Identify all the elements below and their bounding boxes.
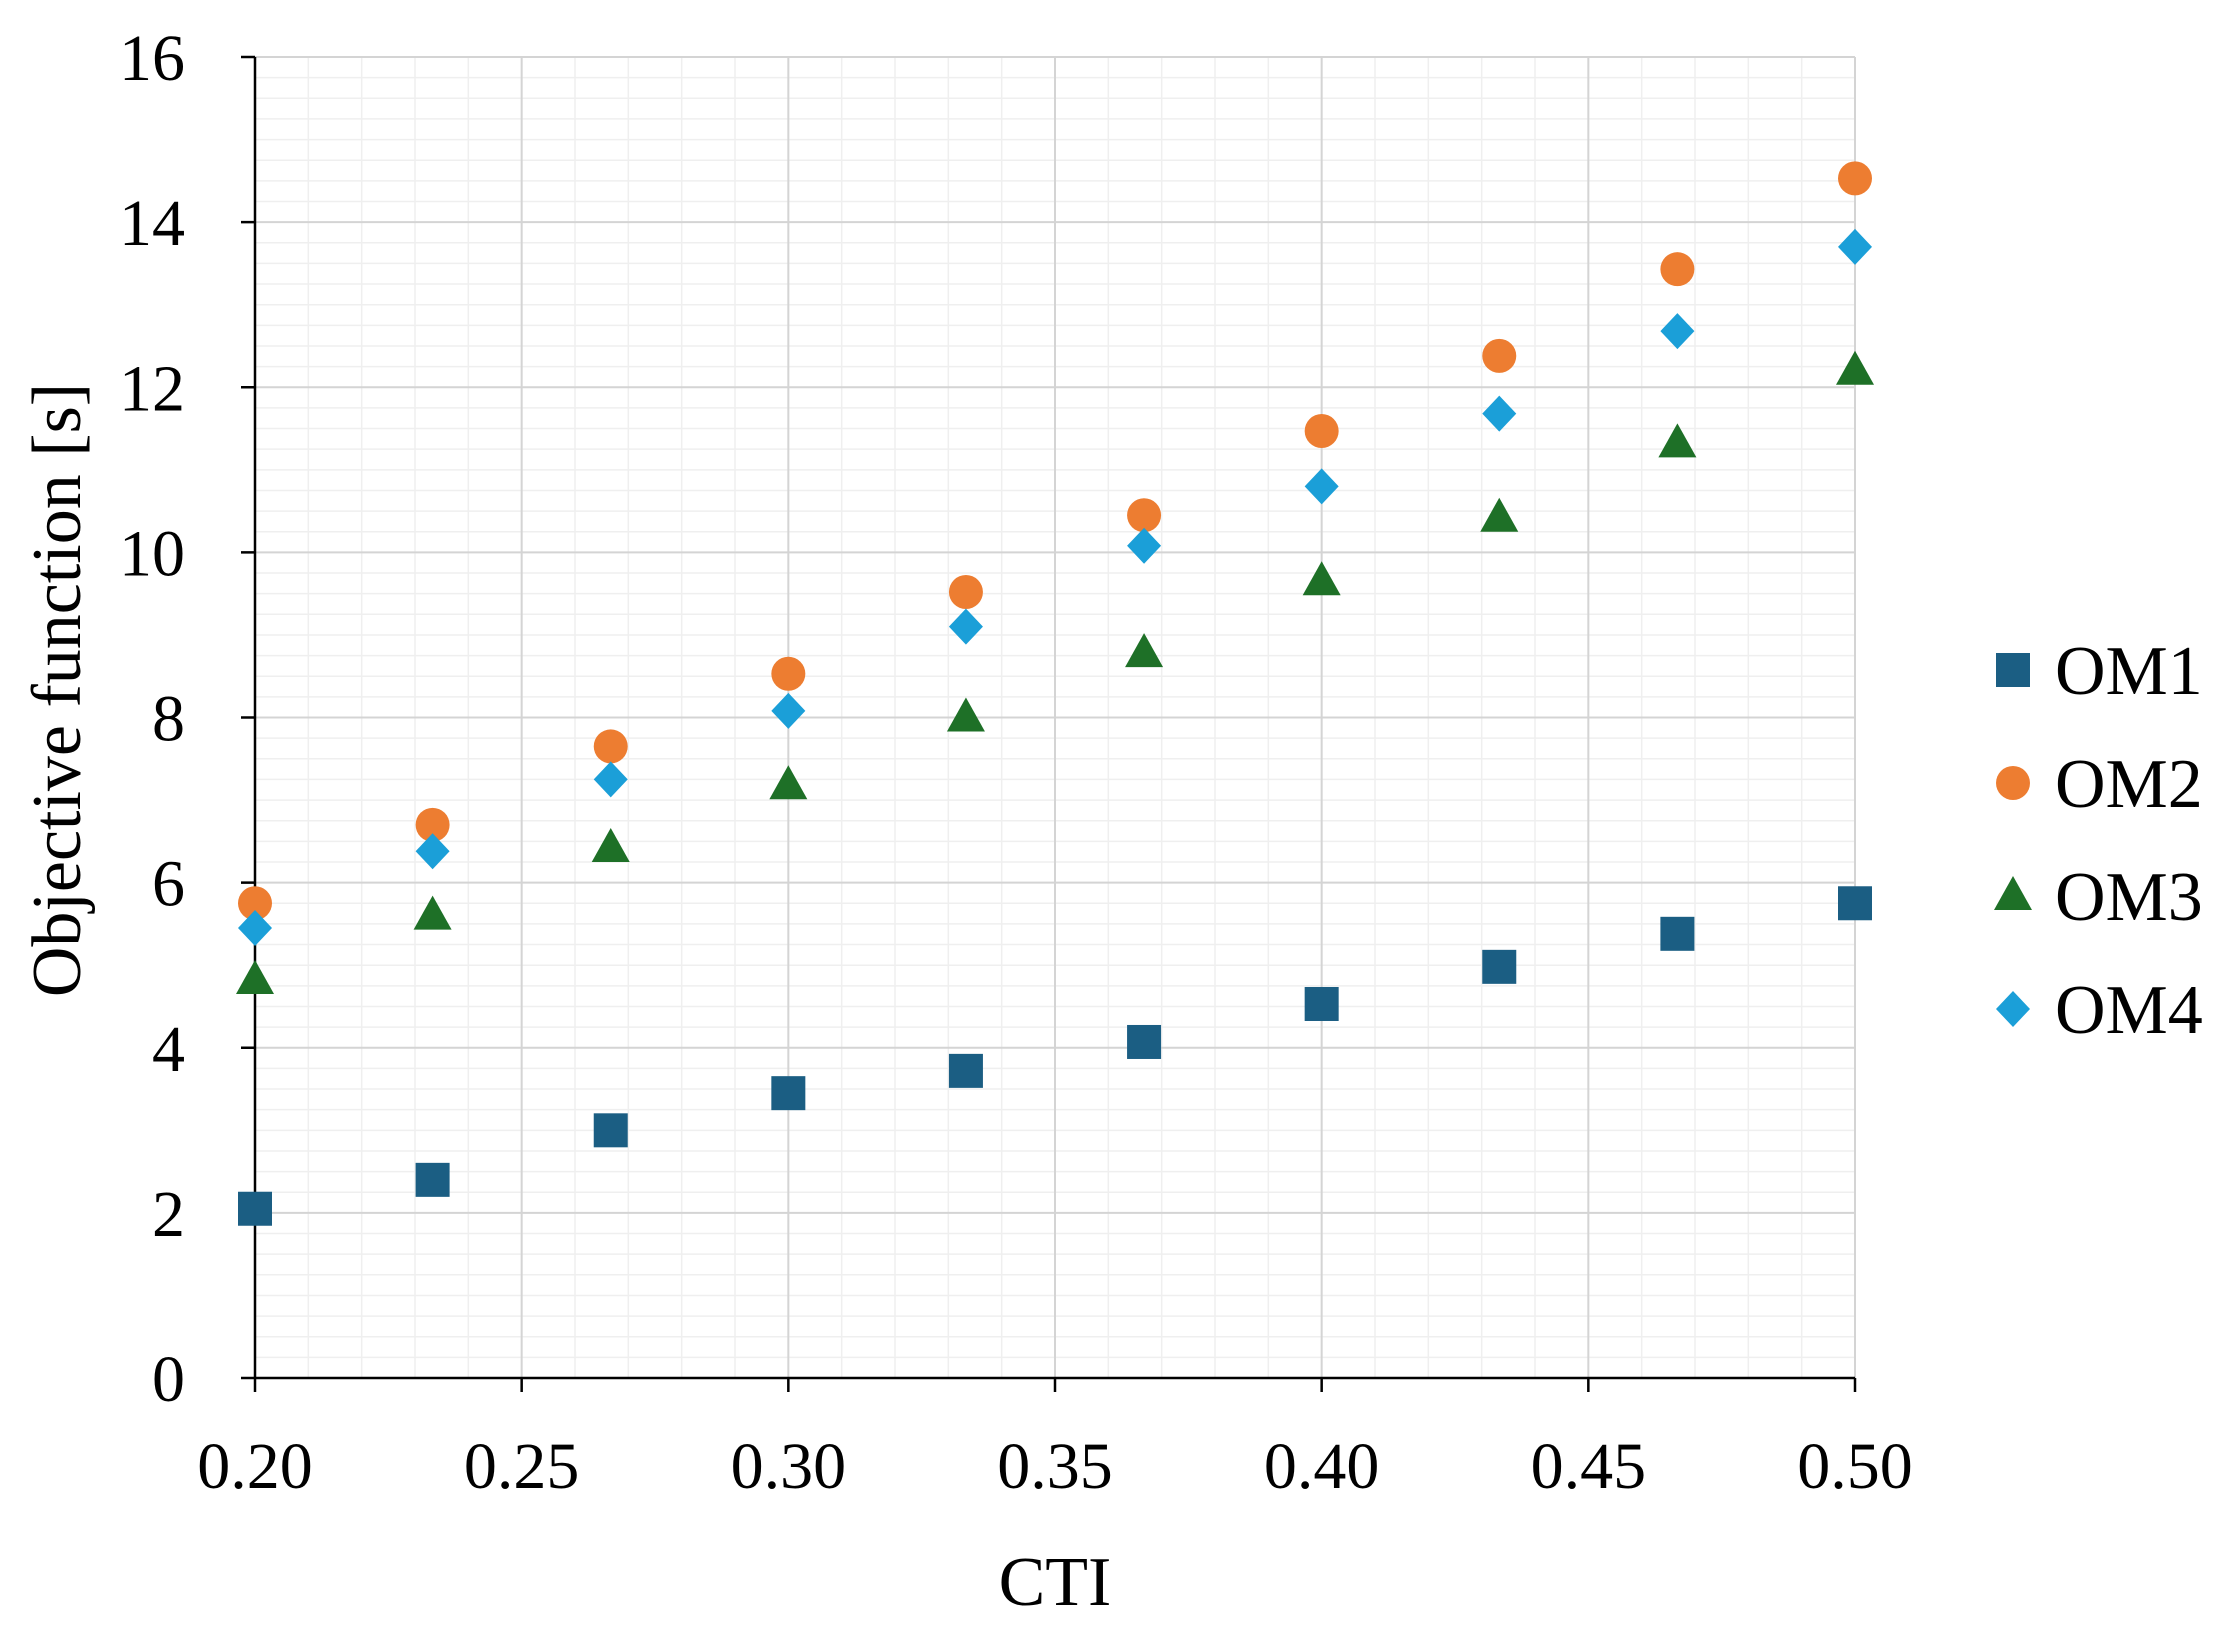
y-tick-label: 16 bbox=[119, 22, 185, 95]
legend-item-om3: OM3 bbox=[1994, 859, 2203, 936]
legend-marker-om2 bbox=[1996, 766, 2030, 800]
y-tick-label: 6 bbox=[152, 848, 185, 921]
y-tick-label: 12 bbox=[119, 352, 185, 425]
series-om2 bbox=[238, 161, 1872, 921]
data-point-om2 bbox=[1838, 161, 1872, 196]
data-point-om1 bbox=[1838, 886, 1872, 921]
data-point-om3 bbox=[946, 697, 985, 732]
data-point-om3 bbox=[236, 960, 274, 995]
axes bbox=[241, 55, 1857, 1392]
data-point-om4 bbox=[1660, 313, 1695, 350]
data-point-om4 bbox=[948, 608, 983, 645]
data-points bbox=[236, 161, 1874, 1226]
data-point-om1 bbox=[771, 1076, 806, 1111]
legend-marker-om3 bbox=[1994, 876, 2032, 910]
legend-label: OM1 bbox=[2055, 633, 2203, 710]
data-point-om3 bbox=[1658, 423, 1697, 458]
data-point-om3 bbox=[413, 895, 452, 930]
tick-labels: 0.20 0.25 0.30 0.35 0.40 0.45 0.50 0 2 4 6 8 10 12 14 1… bbox=[119, 22, 1913, 1503]
data-point-om1 bbox=[593, 1113, 628, 1148]
data-point-om2 bbox=[1660, 252, 1695, 287]
data-point-om1 bbox=[1304, 986, 1339, 1021]
x-tick-label: 0.20 bbox=[197, 1430, 313, 1503]
data-point-om1 bbox=[1482, 949, 1517, 984]
data-point-om1 bbox=[1127, 1024, 1162, 1059]
data-point-om2 bbox=[1304, 414, 1339, 449]
data-point-om4 bbox=[1482, 395, 1517, 432]
data-point-om3 bbox=[1480, 497, 1519, 532]
data-point-om4 bbox=[1304, 468, 1339, 505]
data-point-om3 bbox=[1836, 350, 1874, 385]
legend-item-om4: OM4 bbox=[1996, 972, 2203, 1049]
data-point-om2 bbox=[238, 886, 272, 921]
y-tick-label: 2 bbox=[152, 1178, 185, 1251]
data-point-om2 bbox=[1482, 338, 1517, 373]
y-axis-title: Objective function [s] bbox=[19, 383, 96, 997]
y-tick-label: 4 bbox=[152, 1013, 185, 1086]
data-point-om4 bbox=[238, 910, 272, 947]
data-point-om4 bbox=[593, 761, 628, 798]
legend-label: OM3 bbox=[2055, 859, 2203, 936]
data-point-om1 bbox=[415, 1162, 450, 1197]
legend-marker-om4 bbox=[1996, 991, 2030, 1027]
series-om4 bbox=[238, 228, 1872, 947]
x-axis-title: CTI bbox=[999, 1544, 1112, 1621]
y-tick-label: 10 bbox=[119, 517, 185, 590]
x-tick-label: 0.30 bbox=[731, 1430, 847, 1503]
legend-item-om1: OM1 bbox=[1996, 633, 2203, 710]
series-om1 bbox=[238, 886, 1872, 1226]
legend: OM1 OM2 OM3 OM4 bbox=[1994, 633, 2203, 1049]
x-tick-label: 0.35 bbox=[997, 1430, 1113, 1503]
data-point-om3 bbox=[1125, 633, 1164, 668]
y-tick-label: 8 bbox=[152, 683, 185, 756]
y-tick-label: 14 bbox=[119, 187, 185, 260]
data-point-om2 bbox=[948, 575, 983, 610]
x-tick-label: 0.40 bbox=[1264, 1430, 1380, 1503]
data-point-om1 bbox=[948, 1053, 983, 1088]
data-point-om3 bbox=[769, 765, 808, 800]
x-tick-label: 0.50 bbox=[1797, 1430, 1913, 1503]
data-point-om4 bbox=[771, 692, 806, 729]
data-point-om4 bbox=[415, 833, 450, 870]
x-tick-label: 0.25 bbox=[464, 1430, 580, 1503]
data-point-om2 bbox=[1127, 498, 1162, 533]
legend-label: OM2 bbox=[2055, 746, 2203, 823]
data-point-om3 bbox=[591, 827, 630, 862]
data-point-om4 bbox=[1838, 228, 1872, 265]
legend-marker-om1 bbox=[1996, 653, 2030, 687]
data-point-om3 bbox=[1302, 561, 1341, 596]
data-point-om2 bbox=[593, 729, 628, 764]
legend-label: OM4 bbox=[2055, 972, 2203, 1049]
y-tick-label: 0 bbox=[152, 1343, 185, 1416]
series-om3 bbox=[236, 350, 1874, 995]
data-point-om2 bbox=[771, 656, 806, 691]
data-point-om2 bbox=[415, 807, 450, 842]
data-point-om1 bbox=[238, 1191, 272, 1226]
legend-item-om2: OM2 bbox=[1996, 746, 2203, 823]
data-point-om4 bbox=[1127, 527, 1162, 564]
x-tick-label: 0.45 bbox=[1531, 1430, 1647, 1503]
data-point-om1 bbox=[1660, 916, 1695, 951]
major-gridlines bbox=[254, 56, 1856, 1379]
